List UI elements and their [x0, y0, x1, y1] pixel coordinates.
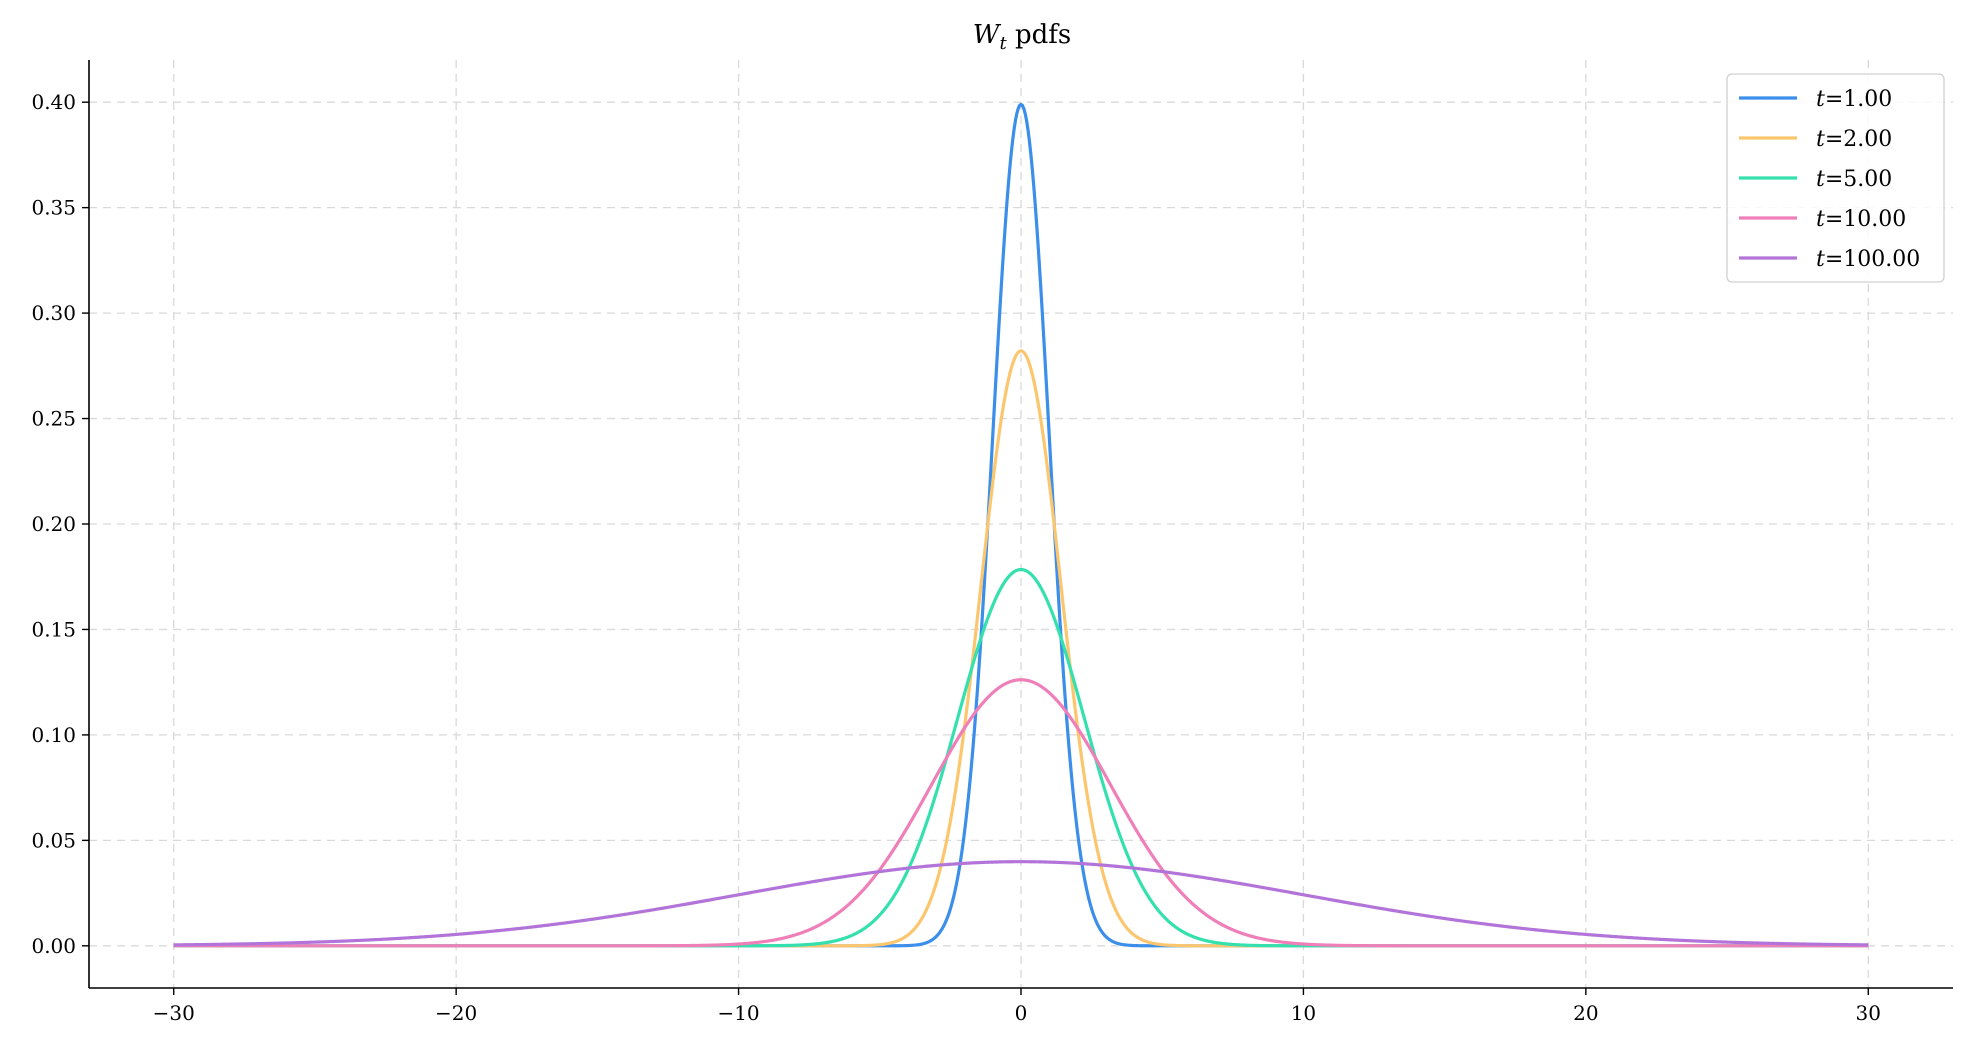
legend-label: t=2.00	[1816, 127, 1892, 152]
legend-label: t=10.00	[1816, 207, 1906, 232]
y-tick-label: 0.10	[31, 723, 76, 747]
chart-title-variable: W	[973, 20, 1002, 50]
x-tick-label: −30	[153, 1001, 195, 1025]
x-tick-label: 30	[1856, 1001, 1881, 1025]
series-group	[173, 102, 1869, 948]
y-tick-label: 0.30	[31, 301, 76, 325]
y-tick-label: 0.20	[31, 512, 76, 536]
y-tick-label: 0.25	[31, 407, 76, 431]
chart-title: Wt pdfs	[973, 20, 1072, 54]
chart-title-subscript: t	[999, 33, 1007, 54]
y-tick-label: 0.35	[31, 196, 76, 220]
axes: −30 −20 −10 0 10 20 30 0.00 0.05 0.10 0.15 0.20 0.25…	[31, 60, 1953, 1025]
legend-box	[1726, 73, 1945, 283]
legend-label: t=1.00	[1816, 87, 1892, 112]
y-tick-label: 0.40	[31, 90, 76, 114]
x-tick-label: 0	[1015, 1001, 1028, 1025]
series-line-4	[173, 678, 1869, 948]
x-tick-label: −10	[717, 1001, 759, 1025]
x-tick-label: 10	[1291, 1001, 1316, 1025]
x-tick-label: 20	[1573, 1001, 1598, 1025]
legend-label: t=5.00	[1816, 167, 1892, 192]
y-tick-label: 0.00	[31, 934, 76, 958]
y-tick-label: 0.15	[31, 617, 76, 641]
x-tick-label: −20	[435, 1001, 477, 1025]
y-tick-label: 0.05	[31, 828, 76, 852]
legend-label: t=100.00	[1816, 247, 1920, 272]
series-line-5	[173, 860, 1869, 947]
chart-title-rest: pdfs	[1007, 20, 1072, 50]
legend: t=1.00 t=2.00 t=5.00 t=10.00 t=100.00	[1726, 73, 1945, 283]
grid	[89, 60, 1953, 988]
